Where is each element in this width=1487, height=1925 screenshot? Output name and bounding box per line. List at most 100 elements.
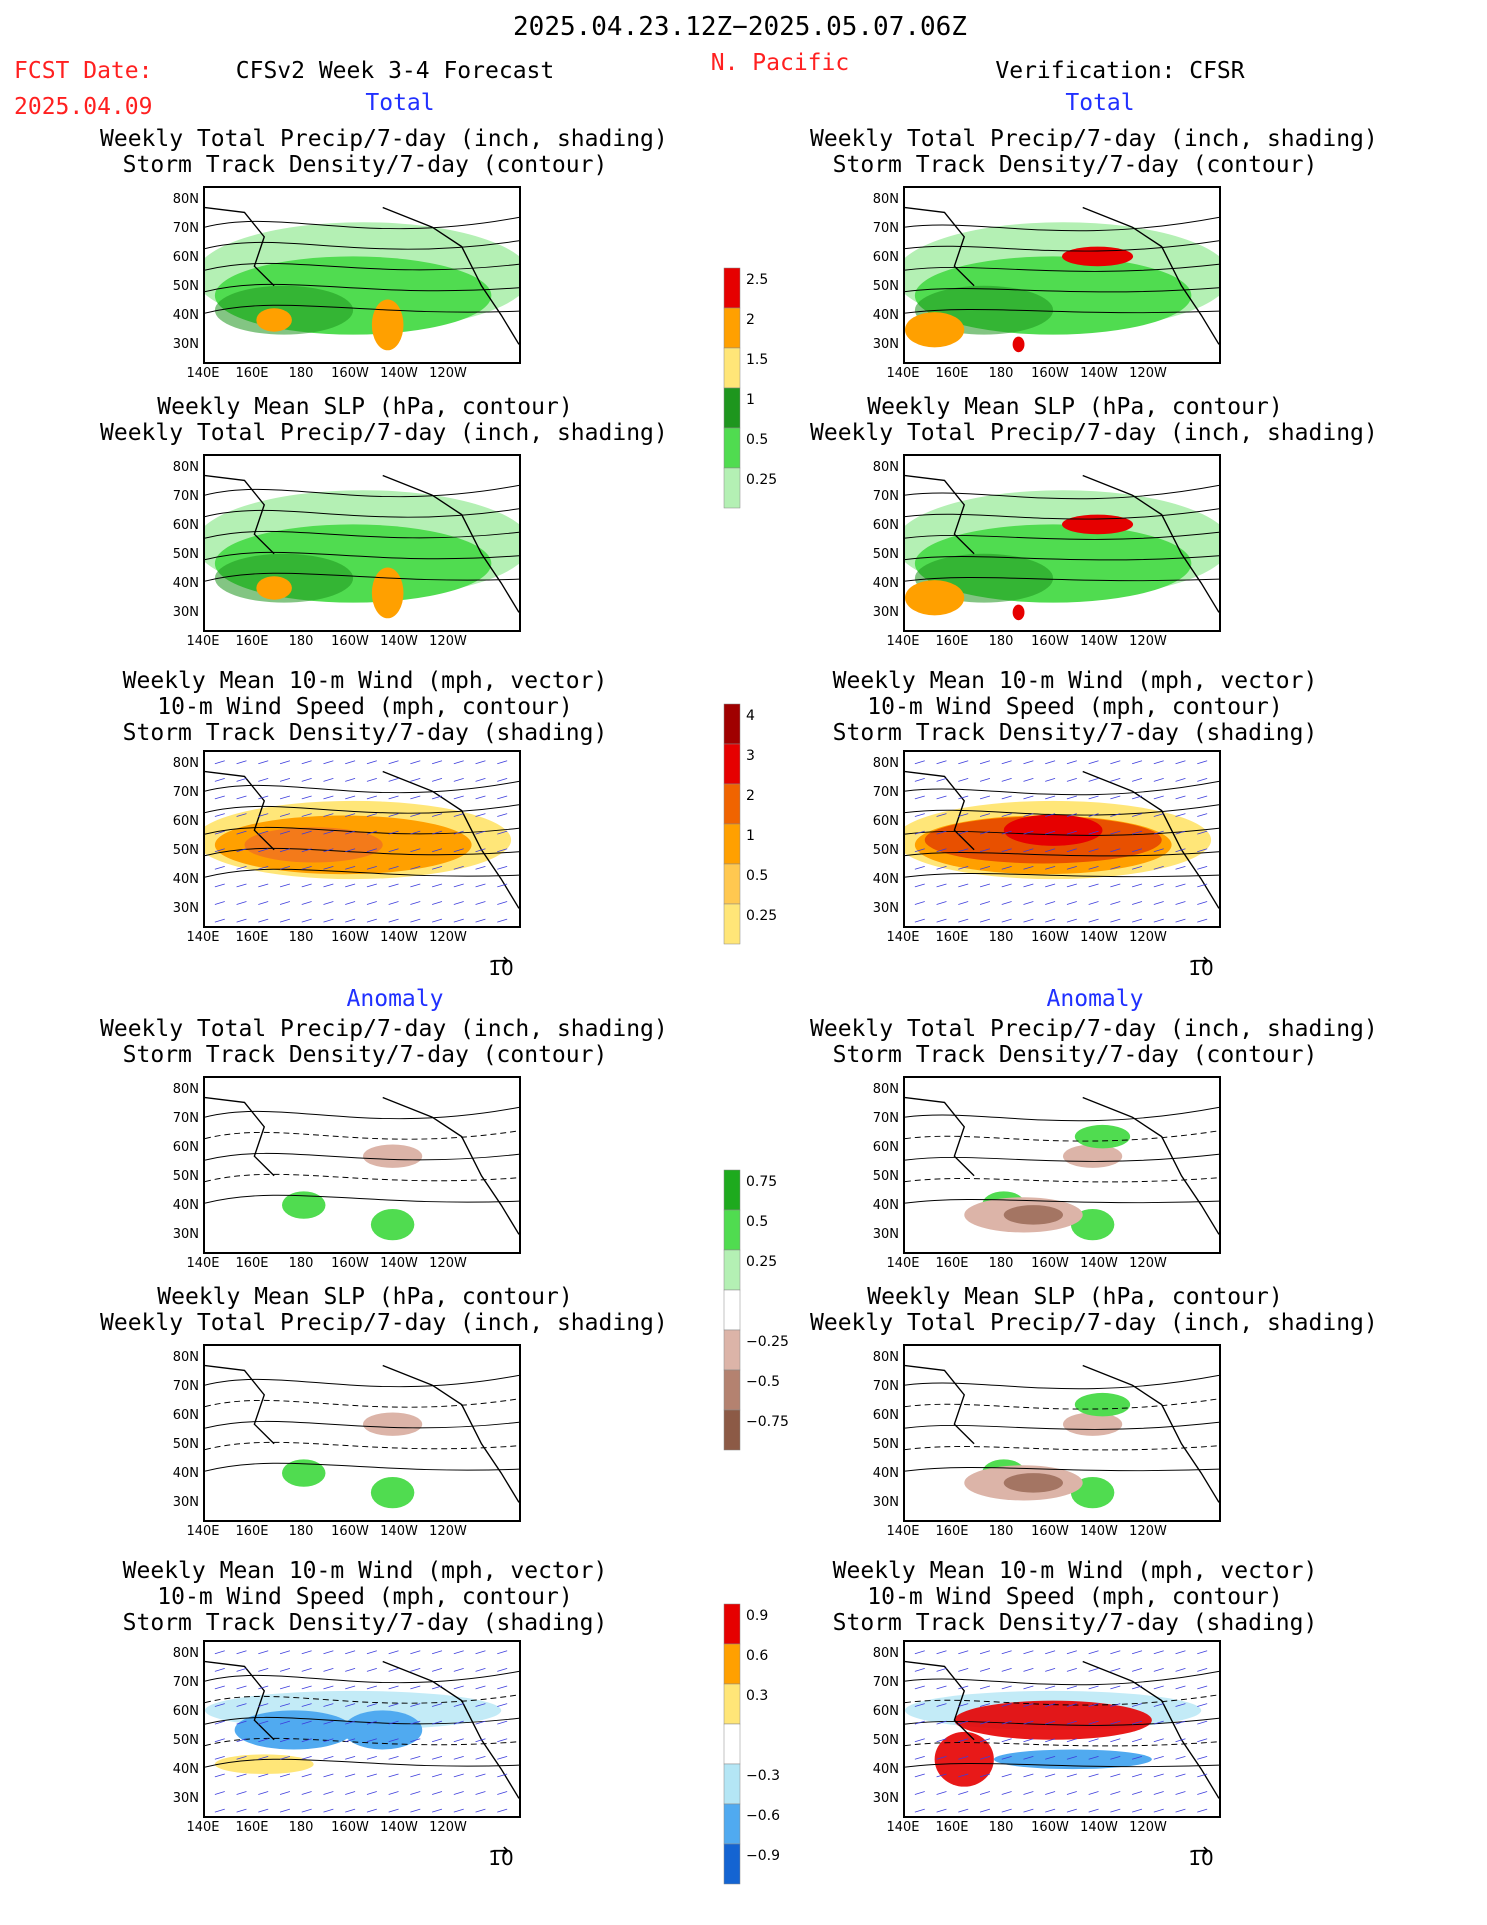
wind-vector (475, 813, 486, 817)
lat-tick-label: 30N (172, 1791, 199, 1806)
lat-tick-label: 60N (872, 1704, 899, 1719)
colorbar-segment (723, 1249, 741, 1291)
wind-vector (1066, 883, 1077, 888)
storm-anomaly-negative (343, 1710, 423, 1750)
lat-tick-label: 80N (172, 460, 199, 475)
lat-tick-label: 50N (872, 1169, 899, 1184)
wind-vector (1131, 813, 1143, 817)
wind-vector (431, 1773, 443, 1778)
arrow-right-icon: → (492, 948, 510, 972)
storm-anomaly-negative (234, 1710, 354, 1750)
wind-vector (1088, 1773, 1099, 1778)
wind-vector (1023, 918, 1034, 923)
lat-tick-label: 70N (172, 1379, 199, 1394)
wind-vector (958, 778, 969, 782)
wind-vector (1110, 918, 1121, 923)
wind-vector (345, 901, 356, 905)
wind-vector (1153, 848, 1164, 853)
wind-vector (431, 1791, 443, 1795)
wind-vector (345, 1668, 356, 1672)
wind-vector (214, 1773, 225, 1778)
wind-vector (1197, 1791, 1208, 1795)
map-panel (903, 1076, 1221, 1254)
wind-vector (366, 1791, 377, 1795)
wind-vector (497, 1685, 508, 1690)
colorbar-label: 0.75 (746, 1174, 778, 1190)
arrow-right-icon: → (492, 1838, 510, 1862)
wind-vector (979, 1668, 991, 1672)
contour-line (905, 1466, 1219, 1472)
wind-vector (1175, 1668, 1186, 1672)
precip-anomaly-wet (1074, 1392, 1131, 1417)
wind-vector (410, 865, 421, 870)
wind-vector (345, 1791, 356, 1795)
wind-vector (1045, 1703, 1056, 1707)
contour-line (905, 1717, 1219, 1726)
lat-tick-label: 50N (172, 547, 199, 562)
wind-vector (979, 813, 991, 817)
contour-line (205, 1152, 519, 1161)
wind-vector (323, 883, 334, 888)
wind-vector (1023, 865, 1034, 870)
lon-tick-label: 160E (235, 930, 269, 945)
lon-tick-label: 140E (886, 1820, 920, 1835)
lon-tick-label: 140E (886, 634, 920, 649)
colorbar-segment (723, 1843, 741, 1885)
wind-vector (475, 1650, 486, 1655)
wind-vector (1088, 901, 1099, 905)
contour-line (905, 531, 1219, 540)
wind-vector (1045, 848, 1056, 853)
wind-vector (258, 1773, 269, 1778)
wind-vector (1153, 1773, 1164, 1778)
wind-vector (431, 883, 443, 888)
wind-vector (279, 778, 291, 782)
wind-vector (388, 1791, 399, 1795)
wind-vector (1066, 1755, 1077, 1760)
wind-vector (475, 1755, 486, 1760)
wind-vector (497, 865, 508, 870)
wind-vector (1066, 918, 1077, 923)
wind-vector (979, 760, 991, 765)
wind-vector (1153, 1650, 1164, 1655)
wind-vector (914, 1738, 925, 1743)
wind-vector (979, 883, 991, 888)
fcst-date-label: FCST Date: (14, 58, 153, 84)
lat-tick-label: 40N (172, 308, 199, 323)
wind-vector (497, 848, 508, 853)
lon-tick-label: 140W (380, 930, 418, 945)
wind-vector (301, 883, 312, 888)
wind-vector (936, 1791, 947, 1795)
wind-vector (366, 1755, 377, 1760)
wind-vector (914, 883, 925, 888)
wind-vector (214, 830, 225, 835)
colorbar-segment (723, 703, 741, 745)
vector-reference-value: 10 (1188, 1846, 1214, 1870)
map-panel (903, 454, 1221, 632)
wind-vector (1045, 1738, 1056, 1743)
wind-vector (214, 813, 225, 817)
wind-vector (1131, 918, 1143, 923)
wind-vector (279, 848, 291, 853)
wind-vector (301, 901, 312, 905)
lat-tick-label: 80N (872, 1082, 899, 1097)
wind-vector (388, 848, 399, 853)
colorbar-segment (723, 1289, 741, 1331)
lon-tick-label: 160W (331, 634, 369, 649)
colorbar-segment (723, 743, 741, 785)
panel-title-line: Weekly Mean SLP (hPa, contour) (867, 1284, 1283, 1310)
wind-vector (301, 795, 312, 800)
map-svg (205, 1096, 519, 1241)
lon-tick-label: 140W (380, 634, 418, 649)
wind-vector (1001, 1755, 1012, 1760)
lon-tick-label: 180 (288, 366, 314, 381)
wind-vector (1131, 1808, 1143, 1813)
wind-vector (431, 918, 443, 923)
wind-vector (301, 813, 312, 817)
wind-vector (979, 865, 991, 870)
wind-vector (1197, 1808, 1208, 1813)
contour-line (205, 1737, 519, 1747)
lon-tick-label: 140E (886, 366, 920, 381)
wind-vector (410, 760, 421, 765)
wind-vector (323, 1755, 334, 1760)
panel-title-line: Storm Track Density/7-day (shading) (122, 720, 608, 746)
